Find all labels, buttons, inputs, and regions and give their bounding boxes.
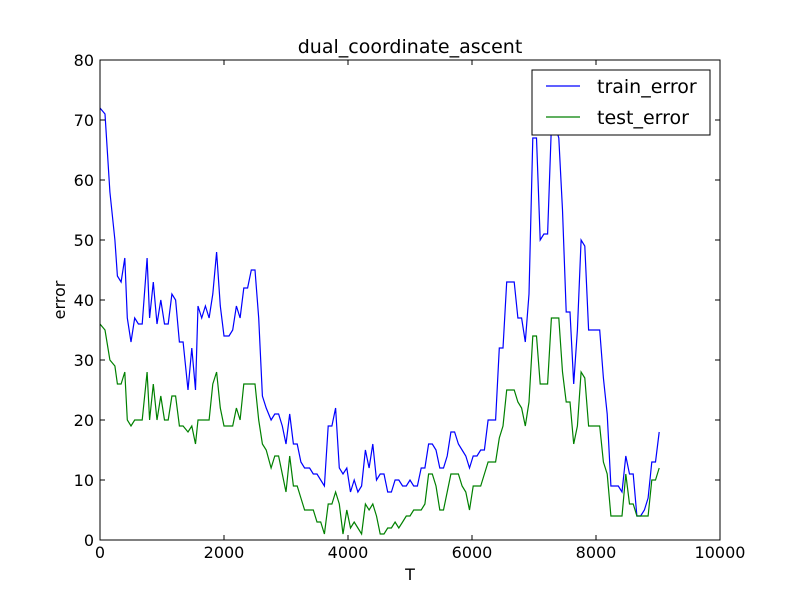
y-tick-label: 20: [74, 411, 94, 430]
x-tick-label: 8000: [576, 543, 617, 562]
chart-title: dual_coordinate_ascent: [298, 36, 523, 58]
series-layer: [99, 107, 660, 536]
ticks-layer: 0 2000 4000 6000 8000 10000 0 10 20 30 40 50 60 70 80: [74, 51, 746, 562]
y-tick-label: 80: [74, 51, 94, 70]
plot-area: [100, 60, 720, 540]
y-tick-label: 10: [74, 471, 94, 490]
x-tick-label: 4000: [328, 543, 369, 562]
legend-label-test-error: test_error: [597, 107, 689, 129]
y-tick-label: 40: [74, 291, 94, 310]
series-line-train-error: [99, 107, 660, 517]
y-axis-label: error: [50, 280, 69, 319]
series-line-test-error: [99, 317, 660, 536]
x-tick-label: 0: [95, 543, 105, 562]
legend: train_error test_error: [531, 69, 711, 136]
plot-frame: [99, 59, 721, 541]
x-axis-label: T: [404, 565, 415, 584]
x-tick-label: 10000: [695, 543, 746, 562]
y-tick-label: 70: [74, 111, 94, 130]
legend-box: [531, 69, 711, 136]
y-tick-label: 30: [74, 351, 94, 370]
x-tick-label: 2000: [204, 543, 245, 562]
y-tick-label: 60: [74, 171, 94, 190]
legend-label-train-error: train_error: [597, 76, 697, 98]
y-tick-label: 50: [74, 231, 94, 250]
y-tick-label: 0: [84, 531, 94, 550]
x-tick-label: 6000: [452, 543, 493, 562]
